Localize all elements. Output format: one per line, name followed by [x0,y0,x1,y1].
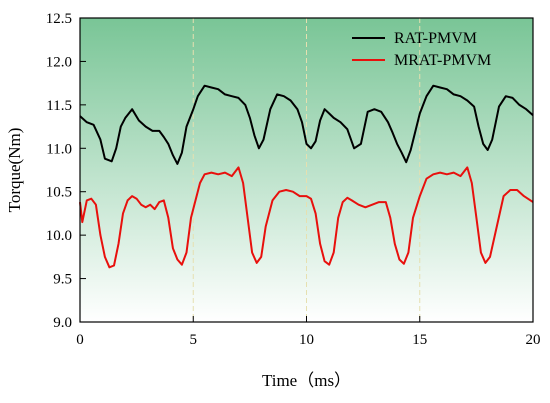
y-tick-label: 9.0 [53,315,72,331]
x-tick-label: 15 [412,332,427,348]
x-axis-title: Time（ms） [262,371,351,390]
y-tick-label: 10.0 [46,228,72,244]
axes: 0 5 10 15 20 9.0 9.5 10.0 10.5 11.0 11.5 12.0 12.5 [46,11,541,348]
legend-label-1: RAT-PMVM [394,30,477,47]
y-axis-title: Torque(Nm) [5,128,24,213]
y-tick-label: 10.5 [46,185,72,201]
legend: RAT-PMVM MRAT-PMVM [352,30,491,69]
y-tick-label: 9.5 [53,272,72,288]
x-tick-label: 20 [526,332,541,348]
legend-label-2: MRAT-PMVM [394,52,491,69]
y-tick-label: 11.0 [46,141,72,157]
y-tick-label: 12.0 [46,54,72,70]
series-line-1 [79,84,534,165]
y-tick-label: 12.5 [46,11,72,27]
grid-lines [192,18,421,322]
x-tick-label: 10 [299,332,314,348]
series-layer [79,84,534,269]
x-tick-label: 0 [76,332,84,348]
x-tick-label: 5 [190,332,198,348]
y-tick-label: 11.5 [46,98,72,114]
series-line-2 [79,166,534,269]
